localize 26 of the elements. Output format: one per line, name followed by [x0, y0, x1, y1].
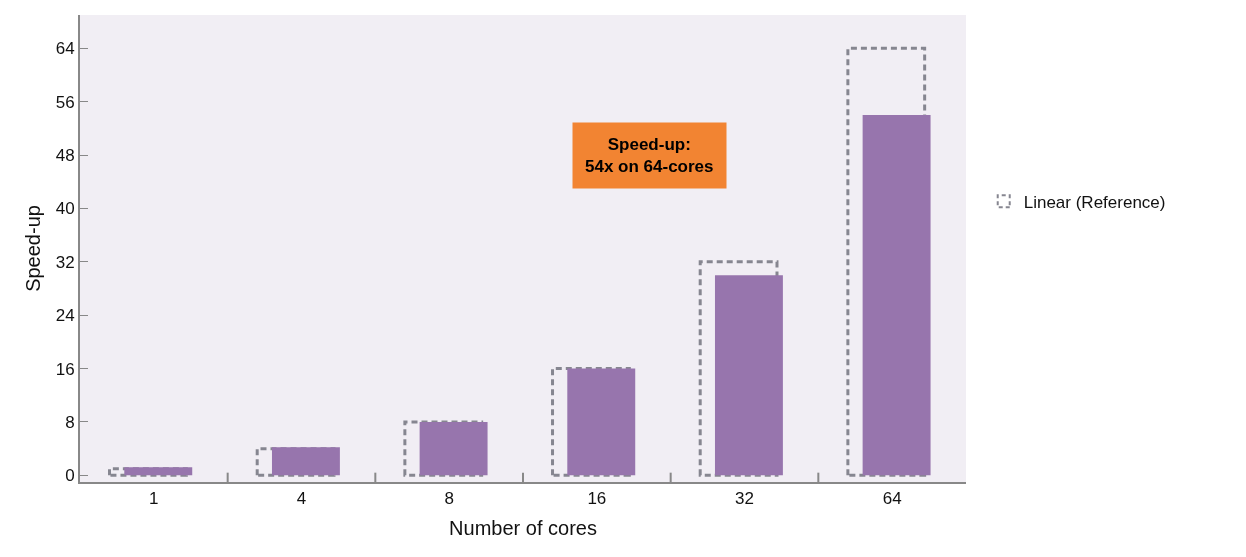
bar	[714, 275, 783, 476]
annotation: Speed-up: 54x on 64-cores	[585, 135, 714, 177]
bar	[108, 467, 188, 477]
y-tick-label: 40	[55, 199, 75, 219]
y-tick-label: 16	[55, 359, 75, 379]
y-tick-label: 0	[65, 466, 75, 486]
x-axis-title: Number of cores	[449, 517, 597, 540]
bar	[567, 368, 636, 476]
bar	[124, 467, 193, 476]
x-tick-label: 1	[149, 489, 159, 509]
x-tick-label: 16	[587, 489, 607, 509]
y-tick-label: 24	[55, 306, 75, 326]
y-tick-label: 48	[55, 146, 75, 166]
bar	[862, 115, 931, 476]
y-tick-label: 32	[55, 252, 75, 272]
y-axis-title: Speed-up	[21, 205, 44, 292]
y-tick-label: 56	[55, 92, 75, 112]
x-tick-label: 8	[444, 489, 454, 509]
legend-label: Linear (Reference)	[1023, 192, 1166, 212]
y-tick-label: 64	[55, 39, 75, 59]
bar	[271, 447, 340, 476]
bar	[419, 421, 488, 476]
x-tick-label: 64	[882, 489, 902, 509]
y-tick-label: 8	[65, 412, 75, 432]
x-tick-label: 4	[296, 489, 307, 509]
x-tick-label: 32	[735, 489, 754, 509]
